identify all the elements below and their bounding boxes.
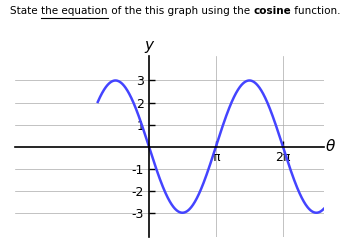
Text: y: y bbox=[145, 38, 153, 53]
Text: the equation: the equation bbox=[41, 6, 108, 16]
Text: of the this graph using the: of the this graph using the bbox=[108, 6, 253, 16]
Text: cosine: cosine bbox=[253, 6, 291, 16]
Text: function.: function. bbox=[291, 6, 341, 16]
Text: θ: θ bbox=[326, 139, 335, 154]
Text: State: State bbox=[10, 6, 41, 16]
